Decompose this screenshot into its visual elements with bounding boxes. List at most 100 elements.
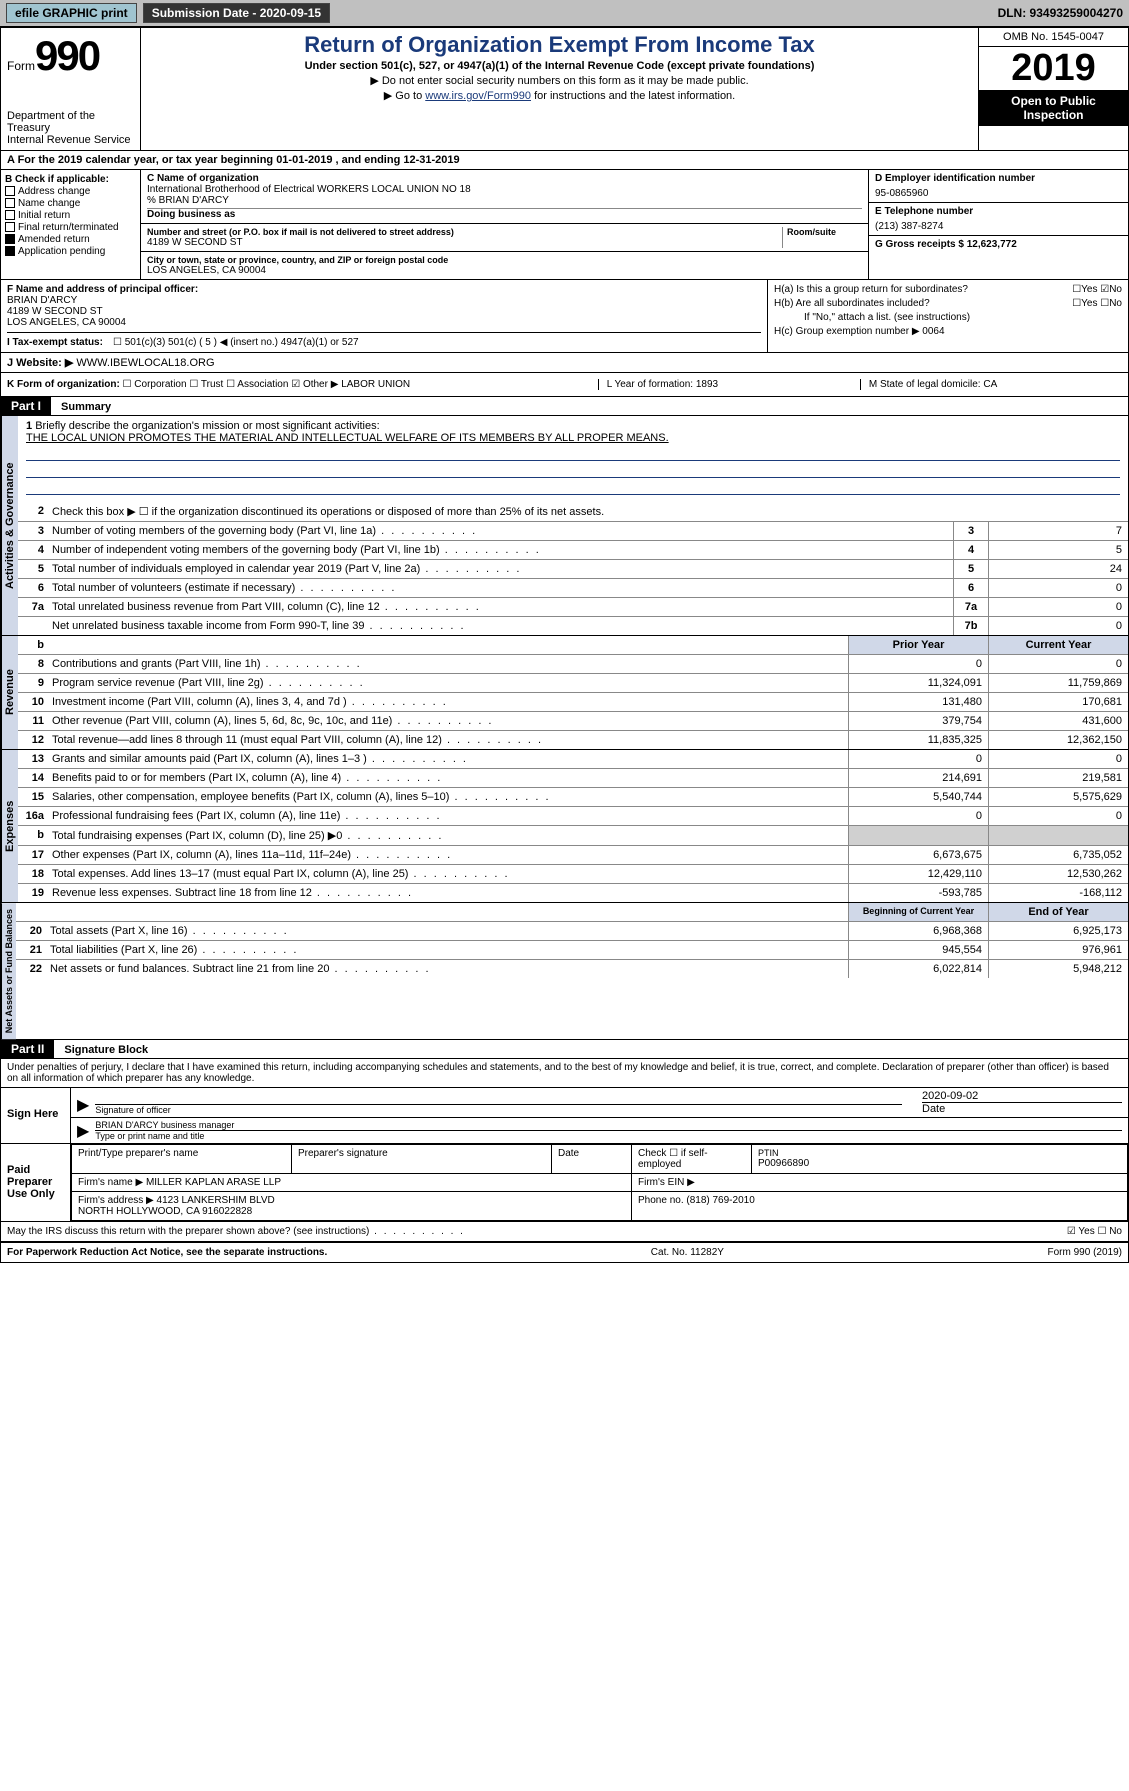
ein: 95-0865960 [875,188,1122,199]
data-line: 12Total revenue—add lines 8 through 11 (… [18,731,1128,749]
data-line: 17Other expenses (Part IX, column (A), l… [18,846,1128,865]
year-formation: L Year of formation: 1893 [598,379,860,390]
firm-name: MILLER KAPLAN ARASE LLP [146,1177,281,1188]
irs-link[interactable]: www.irs.gov/Form990 [425,90,531,102]
form-number: 990 [35,32,99,79]
arrow-icon: ▶ [77,1121,89,1141]
page-footer: For Paperwork Reduction Act Notice, see … [1,1242,1128,1262]
bal-headers: Beginning of Current Year End of Year [16,903,1128,922]
submission-date-button[interactable]: Submission Date - 2020-09-15 [143,3,330,23]
prep-name-hdr: Print/Type preparer's name [72,1145,292,1174]
data-line: 10Investment income (Part VIII, column (… [18,693,1128,712]
gov-line: 3Number of voting members of the governi… [18,522,1128,541]
row-j: J Website: ▶ WWW.IBEWLOCAL18.ORG [1,353,1128,373]
dln-label: DLN: 93493259004270 [998,6,1123,20]
header-middle: Return of Organization Exempt From Incom… [141,28,978,150]
arrow-icon: ▶ [77,1095,89,1115]
h-a: H(a) Is this a group return for subordin… [774,284,1122,295]
paperwork-notice: For Paperwork Reduction Act Notice, see … [7,1247,327,1258]
box-b: B Check if applicable: Address change Na… [1,170,141,279]
prep-selfemp[interactable]: Check ☐ if self-employed [632,1145,752,1174]
sign-here-block: Sign Here ▶ Signature of officer 2020-09… [1,1088,1128,1144]
data-line: 9Program service revenue (Part VIII, lin… [18,674,1128,693]
row-fh: F Name and address of principal officer:… [1,280,1128,353]
prep-sig-hdr: Preparer's signature [292,1145,552,1174]
data-line: 16aProfessional fundraising fees (Part I… [18,807,1128,826]
tab-expenses: Expenses [1,750,18,902]
tax-exempt-opts: ☐ 501(c)(3) 501(c) ( 5 ) ◀ (insert no.) … [113,337,359,348]
state-domicile: M State of legal domicile: CA [860,379,1122,390]
sign-date: 2020-09-02 [922,1090,1122,1102]
chk-address-change[interactable]: Address change [5,186,136,197]
row-i-label: I Tax-exempt status: [7,337,103,348]
question-2: 2 Check this box ▶ ☐ if the organization… [18,502,1128,522]
open-to-public: Open to Public Inspection [979,90,1128,126]
tab-governance: Activities & Governance [1,416,18,635]
box-defg: D Employer identification number 95-0865… [868,170,1128,279]
entity-block: B Check if applicable: Address change Na… [1,170,1128,280]
form-note-1: ▶ Do not enter social security numbers o… [149,74,970,87]
perjury-statement: Under penalties of perjury, I declare th… [1,1059,1128,1088]
firm-ein: Firm's EIN ▶ [632,1174,1128,1192]
data-line: 21Total liabilities (Part X, line 26)945… [16,941,1128,960]
street-address: 4189 W SECOND ST [147,237,782,248]
chk-initial-return[interactable]: Initial return [5,210,136,221]
care-of: % BRIAN D'ARCY [147,195,862,206]
box-f: F Name and address of principal officer:… [1,280,768,352]
prep-date-hdr: Date [552,1145,632,1174]
box-c: C Name of organization International Bro… [141,170,868,279]
data-line: 22Net assets or fund balances. Subtract … [16,960,1128,978]
org-name: International Brotherhood of Electrical … [147,184,862,195]
gov-line: 5Total number of individuals employed in… [18,560,1128,579]
cat-no: Cat. No. 11282Y [651,1247,724,1258]
chk-name-change[interactable]: Name change [5,198,136,209]
data-line: 11Other revenue (Part VIII, column (A), … [18,712,1128,731]
data-line: 19Revenue less expenses. Subtract line 1… [18,884,1128,902]
gov-line: 6Total number of volunteers (estimate if… [18,579,1128,598]
form-ref: Form 990 (2019) [1048,1247,1122,1258]
form-990: Form990 Department of the Treasury Inter… [0,27,1129,1263]
data-line: 20Total assets (Part X, line 16)6,968,36… [16,922,1128,941]
data-line: 18Total expenses. Add lines 13–17 (must … [18,865,1128,884]
section-expenses: Expenses 13Grants and similar amounts pa… [1,750,1128,903]
tab-revenue: Revenue [1,636,18,749]
officer-name: BRIAN D'ARCY [7,295,761,306]
part-1-header: Part ISummary [1,397,1128,416]
chk-final-return[interactable]: Final return/terminated [5,222,136,233]
gov-line: Net unrelated business taxable income fr… [18,617,1128,635]
ptin: P00966890 [758,1158,1121,1169]
row-a-taxyear: A For the 2019 calendar year, or tax yea… [1,151,1128,170]
mission-text: THE LOCAL UNION PROMOTES THE MATERIAL AN… [26,432,1120,444]
form-word: Form [7,59,35,73]
data-line: 13Grants and similar amounts paid (Part … [18,750,1128,769]
chk-amended-return[interactable]: Amended return [5,234,136,245]
efile-button[interactable]: efile GRAPHIC print [6,3,137,23]
city-state-zip: LOS ANGELES, CA 90004 [147,265,862,276]
section-balances: Net Assets or Fund Balances Beginning of… [1,903,1128,1040]
data-line: bTotal fundraising expenses (Part IX, co… [18,826,1128,846]
h-c: H(c) Group exemption number ▶ 0064 [774,326,1122,337]
form-subtitle: Under section 501(c), 527, or 4947(a)(1)… [149,60,970,72]
box-h: H(a) Is this a group return for subordin… [768,280,1128,352]
form-header: Form990 Department of the Treasury Inter… [1,28,1128,151]
signature-field[interactable]: Signature of officer [95,1090,902,1115]
tab-balances: Net Assets or Fund Balances [1,903,16,1039]
col-headers: b Prior Year Current Year [18,636,1128,655]
discuss-row: May the IRS discuss this return with the… [1,1222,1128,1242]
officer-addr1: 4189 W SECOND ST [7,306,761,317]
top-toolbar: efile GRAPHIC print Submission Date - 20… [0,0,1129,27]
preparer-table: Print/Type preparer's name Preparer's si… [71,1144,1128,1221]
question-1: 1 Briefly describe the organization's mi… [18,416,1128,502]
telephone: (213) 387-8274 [875,221,1122,232]
gross-receipts: G Gross receipts $ 12,623,772 [875,239,1122,250]
officer-printed-name: BRIAN D'ARCY business manager [95,1120,1122,1130]
tax-year: 2019 [979,47,1128,90]
omb-number: OMB No. 1545-0047 [979,28,1128,47]
data-line: 14Benefits paid to or for members (Part … [18,769,1128,788]
h-b: H(b) Are all subordinates included? ☐Yes… [774,298,1122,309]
chk-application-pending[interactable]: Application pending [5,246,136,257]
section-governance: Activities & Governance 1 Briefly descri… [1,416,1128,636]
section-revenue: Revenue b Prior Year Current Year 8Contr… [1,636,1128,750]
row-klm: K Form of organization: ☐ Corporation ☐ … [1,373,1128,397]
part-2-header: Part IISignature Block [1,1040,1128,1059]
